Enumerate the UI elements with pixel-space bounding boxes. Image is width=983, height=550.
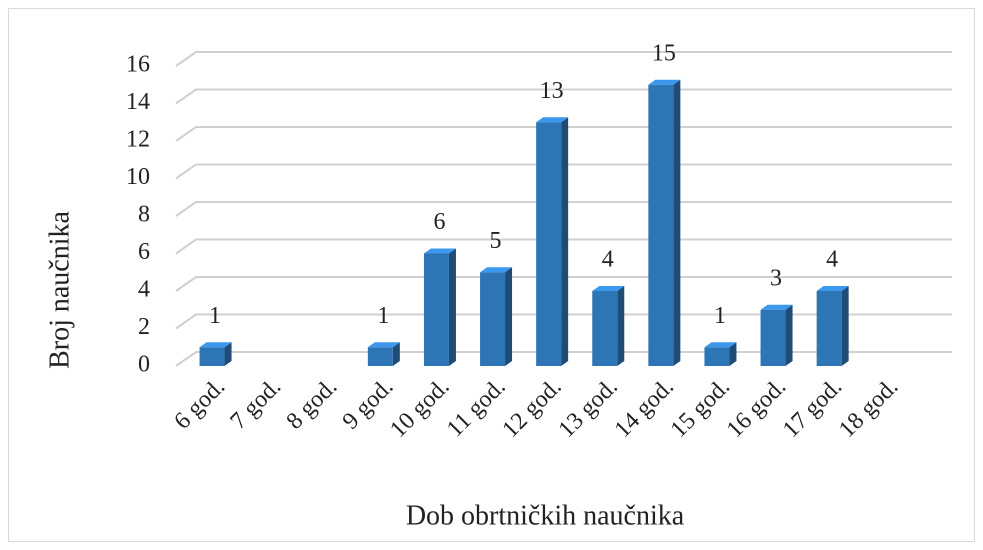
grid-line (175, 351, 952, 367)
bar (536, 117, 569, 366)
bar-face (785, 304, 793, 366)
data-label: 1 (714, 303, 726, 329)
bar-face (536, 122, 562, 366)
bar-face (448, 248, 456, 366)
bar-face (367, 347, 393, 366)
grid-line (175, 163, 952, 180)
data-label: 5 (490, 228, 502, 254)
bar-face (729, 342, 737, 366)
bar (199, 342, 232, 366)
bar (423, 248, 456, 366)
bar-face (816, 291, 842, 366)
y-tick-label: 12 (126, 127, 150, 153)
bar-face (673, 79, 681, 366)
data-label: 6 (433, 209, 445, 235)
bar (760, 304, 793, 366)
data-label: 4 (602, 247, 614, 273)
y-axis-title: Broj naučnika (44, 211, 75, 369)
bar-face (199, 347, 225, 366)
grid-line (175, 238, 952, 255)
data-label: 4 (826, 247, 838, 273)
bar-face (224, 342, 232, 366)
bar-face (592, 291, 618, 366)
bar-face (617, 286, 625, 366)
bar-face (199, 342, 232, 348)
bar-face (760, 309, 786, 366)
bar (592, 286, 625, 366)
grid-line (175, 88, 952, 105)
bar-face (704, 347, 730, 366)
bar-face (392, 342, 400, 366)
y-tick-label: 6 (138, 239, 150, 265)
y-tick-label: 4 (138, 277, 150, 303)
bar-face (423, 253, 449, 366)
data-label: 1 (209, 303, 221, 329)
grid-line (175, 126, 952, 142)
y-tick-label: 2 (138, 314, 150, 340)
bar (480, 267, 513, 366)
x-axis-title: Dob obrtničkih naučnika (406, 500, 685, 531)
y-tick-label: 8 (138, 202, 150, 228)
bar-face (841, 286, 849, 366)
y-tick-label: 0 (138, 352, 150, 378)
data-label: 15 (652, 40, 676, 66)
bar-face (760, 304, 793, 310)
bar-face (648, 79, 681, 85)
grid-line (175, 201, 952, 217)
grid-line (175, 51, 952, 67)
bar-face (561, 117, 569, 366)
bar-face (367, 342, 400, 348)
bar (816, 286, 849, 366)
bar-face (592, 286, 625, 291)
bar-face (505, 267, 513, 366)
bar-face (648, 84, 674, 366)
bar-face (480, 267, 513, 273)
y-tick-label: 16 (126, 52, 150, 78)
bar-face (816, 286, 849, 291)
data-label: 1 (377, 303, 389, 329)
bar (367, 342, 400, 366)
bar-face (704, 342, 737, 348)
grid-line (175, 276, 952, 292)
bar (704, 342, 737, 366)
y-tick-label: 10 (126, 164, 150, 190)
bar-face (423, 248, 456, 254)
data-label: 13 (540, 78, 564, 104)
bar-face (536, 117, 569, 123)
data-label: 3 (770, 265, 782, 291)
y-tick-label: 14 (126, 89, 150, 115)
bar (648, 79, 681, 366)
grid-line (175, 313, 952, 330)
bar-face (480, 272, 506, 366)
